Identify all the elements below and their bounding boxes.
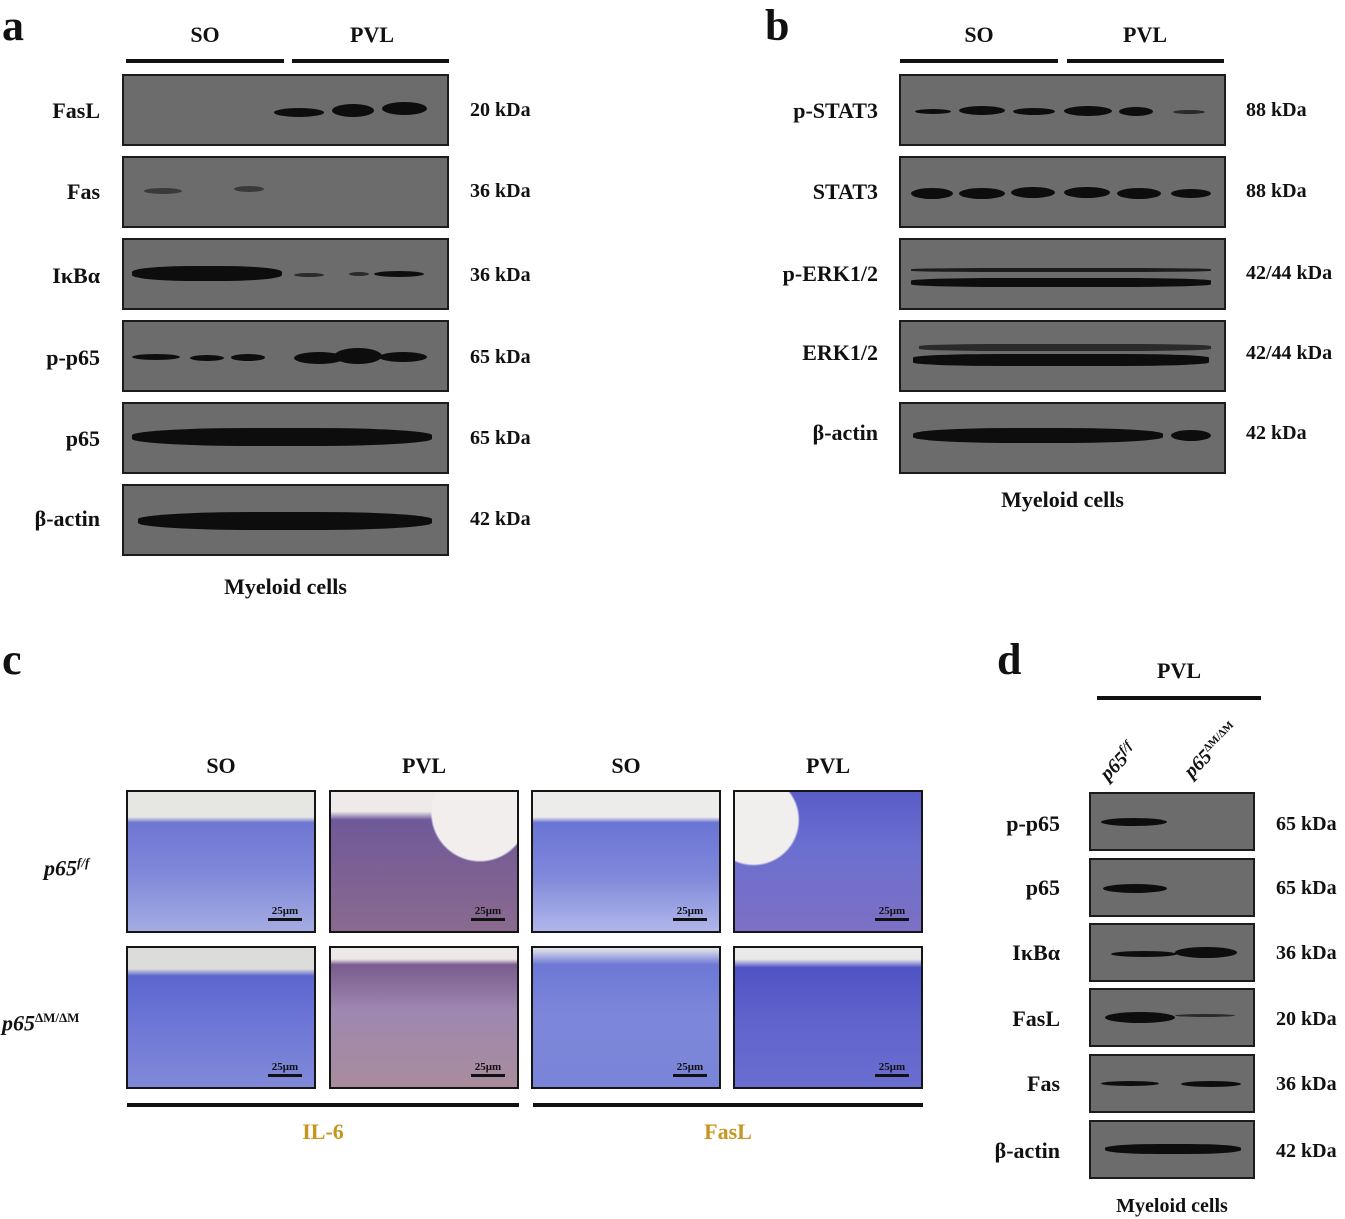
row-label: p-p65 [1006, 811, 1060, 836]
column-label-pvl: PVL [806, 753, 850, 778]
blot-beta-actin [122, 484, 449, 556]
row-label: p-ERK1/2 [782, 261, 878, 286]
blot-p65 [122, 402, 449, 474]
blot-p-p65 [1089, 792, 1255, 851]
genotype-label-dm: p65ΔM/ΔM [2, 1010, 80, 1036]
size-label: 42 kDa [1276, 1140, 1337, 1162]
ihc-image-fasl-so-dm: 25μm [531, 946, 721, 1089]
blot-p-erk12 [899, 238, 1226, 310]
size-label: 88 kDa [1246, 180, 1307, 202]
row-label: STAT3 [812, 179, 878, 204]
panel-label-c: c [2, 635, 22, 684]
caption-myeloid-cells: Myeloid cells [1116, 1195, 1228, 1217]
genotype-label-ff: p65f/f [44, 855, 90, 881]
size-label: 88 kDa [1246, 99, 1307, 121]
stain-bar-fasl [533, 1103, 923, 1107]
column-label-so: SO [206, 753, 236, 778]
size-label: 36 kDa [470, 264, 531, 286]
blot-fasl [122, 74, 449, 146]
row-label: IκBα [52, 263, 100, 288]
caption-myeloid-cells: Myeloid cells [224, 574, 347, 599]
group-label-so: SO [190, 22, 220, 47]
ihc-image-il6-pvl-dm: 25μm [329, 946, 519, 1089]
blot-stat3 [899, 156, 1226, 228]
stain-bar-il6 [127, 1103, 519, 1107]
blot-ikba [1089, 923, 1255, 982]
ihc-image-fasl-pvl-ff: 25μm [733, 790, 923, 933]
ihc-image-fasl-pvl-dm: 25μm [733, 946, 923, 1089]
size-label: 42 kDa [470, 508, 531, 530]
size-label: 65 kDa [470, 346, 531, 368]
column-label-so: SO [611, 753, 641, 778]
caption-myeloid-cells: Myeloid cells [1001, 487, 1124, 512]
row-label: FasL [52, 98, 100, 123]
stain-label-il6: IL-6 [302, 1119, 344, 1144]
row-label: p65 [65, 426, 100, 451]
ihc-image-fasl-so-ff: 25μm [531, 790, 721, 933]
row-label: β-actin [34, 506, 100, 531]
blot-p65 [1089, 858, 1255, 917]
blot-beta-actin [899, 402, 1226, 474]
size-label: 42 kDa [1246, 422, 1307, 444]
lane-label-ff: p65f/f [1095, 737, 1135, 785]
group-bar-pvl [1097, 696, 1261, 700]
row-label: p-p65 [46, 345, 100, 370]
blot-beta-actin [1089, 1120, 1255, 1179]
row-label: FasL [1012, 1006, 1060, 1031]
row-label: ERK1/2 [802, 340, 878, 365]
group-bar-pvl [1067, 59, 1224, 63]
size-label: 36 kDa [470, 180, 531, 202]
stain-label-fasl: FasL [704, 1119, 752, 1144]
group-label-pvl: PVL [1123, 22, 1167, 47]
panel-label-d: d [997, 635, 1022, 684]
size-label: 36 kDa [1276, 942, 1337, 964]
row-label: β-actin [812, 420, 878, 445]
size-label: 36 kDa [1276, 1073, 1337, 1095]
size-label: 20 kDa [470, 99, 531, 121]
size-label: 65 kDa [1276, 813, 1337, 835]
size-label: 65 kDa [470, 427, 531, 449]
row-label: Fas [67, 179, 100, 204]
size-label: 20 kDa [1276, 1008, 1337, 1030]
blot-p-p65 [122, 320, 449, 392]
row-label: p-STAT3 [793, 98, 878, 123]
panel-label-b: b [765, 1, 790, 50]
size-label: 42/44 kDa [1246, 262, 1333, 284]
ihc-image-il6-so-ff: 25μm [126, 790, 316, 933]
size-label: 42/44 kDa [1246, 342, 1333, 364]
blot-fasl [1089, 988, 1255, 1047]
group-label-pvl: PVL [350, 22, 394, 47]
blot-erk12 [899, 320, 1226, 392]
blot-p-stat3 [899, 74, 1226, 146]
ihc-image-il6-so-dm: 25μm [126, 946, 316, 1089]
group-bar-so [126, 59, 284, 63]
group-bar-pvl [292, 59, 449, 63]
group-bar-so [900, 59, 1058, 63]
blot-fas [122, 156, 449, 228]
lane-label-dm: p65ΔM/ΔM [1179, 719, 1237, 783]
column-label-pvl: PVL [402, 753, 446, 778]
blot-fas [1089, 1054, 1255, 1113]
blot-ikba [122, 238, 449, 310]
row-label: Fas [1027, 1071, 1060, 1096]
panel-label-a: a [2, 1, 24, 50]
group-label-so: SO [964, 22, 994, 47]
size-label: 65 kDa [1276, 877, 1337, 899]
row-label: p65 [1025, 875, 1060, 900]
ihc-image-il6-pvl-ff: 25μm [329, 790, 519, 933]
row-label: IκBα [1012, 940, 1060, 965]
row-label: β-actin [994, 1138, 1060, 1163]
group-label-pvl: PVL [1157, 658, 1201, 683]
